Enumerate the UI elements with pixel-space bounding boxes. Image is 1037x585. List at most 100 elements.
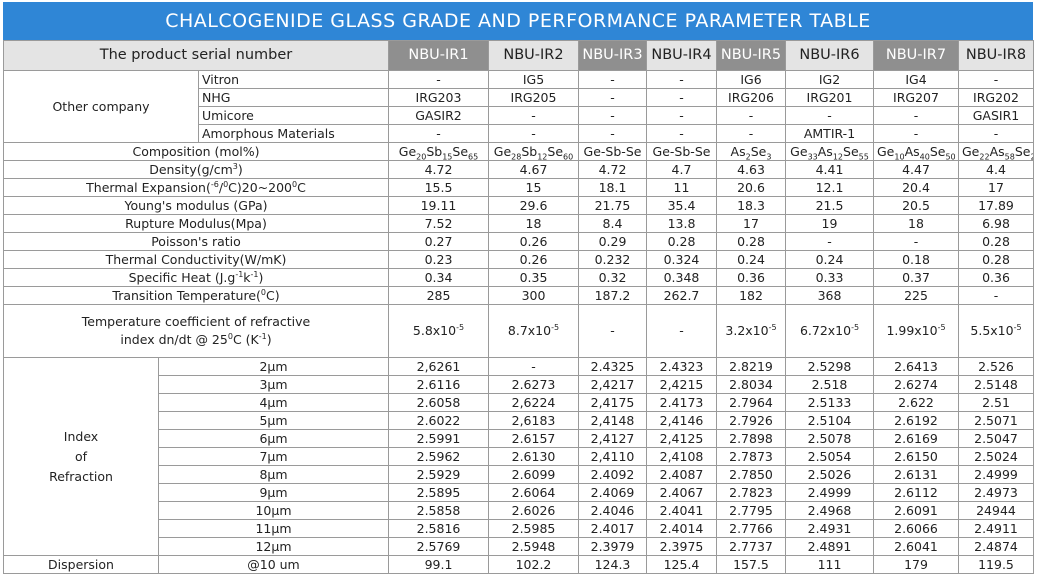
value-cell: 2.3975 <box>646 537 717 556</box>
value-cell: 2.4014 <box>646 519 717 538</box>
text-part: 1.99x10 <box>886 323 938 338</box>
text-part: C (K <box>232 332 259 347</box>
text-part: Se <box>843 144 859 159</box>
wavelength: 11μm <box>158 519 389 538</box>
table-row: 12μm 2.5769 2.5948 2.3979 2.3975 2.7737 2.4891… <box>4 537 1034 556</box>
value-cell: 0.232 <box>578 250 647 269</box>
value-cell: 2,4110 <box>578 447 647 466</box>
value-cell: 11 <box>646 178 717 197</box>
value-cell: Ge22As58Se20 <box>958 142 1034 161</box>
value-cell: 18.3 <box>716 196 786 215</box>
value-cell: - <box>646 88 717 107</box>
grade-header: NBU-IR5 <box>716 40 786 71</box>
text-part: k <box>243 270 251 285</box>
value-cell: 1.99x10-5 <box>873 304 959 358</box>
table-row: Transition Temperature(0C) 285 300 187.2 262… <box>3 286 1034 305</box>
value-cell: 0.28 <box>646 232 717 251</box>
text-part: 5.5x10 <box>970 323 1014 338</box>
value-cell: - <box>388 124 489 143</box>
value-cell: 2.7850 <box>716 465 786 484</box>
text-part: Se <box>452 144 469 159</box>
value-cell: - <box>873 124 959 143</box>
value-cell: 125.4 <box>646 555 717 574</box>
value-cell: 2.7823 <box>716 483 786 502</box>
value-cell: Ge-Sb-Se <box>578 142 647 161</box>
text-part: ) <box>237 162 243 177</box>
value-cell: 2.6026 <box>488 501 579 520</box>
value-cell: 2.6169 <box>873 429 959 448</box>
table-row: Amorphous Materials - - - - - AMTIR-1- - <box>4 124 1034 143</box>
script-text: -1 <box>235 269 244 279</box>
text-part: 8.7x10 <box>507 323 552 338</box>
table-row: 9μm 2.5895 2.6064 2.4069 2.4067 2.7823 2.4999 2… <box>4 483 1034 502</box>
value-cell: IRG202 <box>958 88 1034 107</box>
value-cell: Ge33As12Se55 <box>785 142 874 161</box>
value-cell: 6.98 <box>958 214 1034 233</box>
value-cell: 2.5054 <box>785 447 874 466</box>
table-row: 5μm 2.6022 2,6183 2,4148 2,4146 2.7926 2.5104 2… <box>4 411 1034 430</box>
value-cell: 0.24 <box>785 250 874 269</box>
value-cell: GASIR2 <box>388 106 489 125</box>
value-cell: 5.5x10-5 <box>958 304 1034 358</box>
value-cell: 0.324 <box>646 250 717 269</box>
company-name: NHG <box>198 88 389 107</box>
value-cell: 2.4999 <box>958 465 1034 484</box>
text-part: Sb <box>426 144 443 159</box>
wavelength: 12μm <box>158 537 389 556</box>
value-cell: 2.5962 <box>388 447 489 466</box>
value-cell: 2.7795 <box>716 501 786 520</box>
value-cell: 4.72 <box>388 160 489 179</box>
value-cell: 179 <box>873 555 959 574</box>
text-part: Ge <box>877 144 895 159</box>
value-cell: 2.5071 <box>958 411 1034 430</box>
value-cell: 225 <box>873 286 959 305</box>
value-cell: 13.8 <box>646 214 717 233</box>
value-cell: 29.6 <box>488 196 579 215</box>
value-cell: 17 <box>958 178 1034 197</box>
script-text: 15 <box>442 152 453 161</box>
value-cell: - <box>578 124 647 143</box>
table-row: 8μm 2.5929 2.6099 2.4092 2.4087 2.7850 2.5026 2… <box>4 465 1034 484</box>
text-part: Sb <box>521 144 538 159</box>
value-cell: IRG203 <box>388 88 489 107</box>
script-text: -6 <box>210 179 219 189</box>
text-part: index dn/dt @ 25 <box>120 332 228 347</box>
value-cell: 15.5 <box>388 178 489 197</box>
value-cell: - <box>646 106 717 125</box>
value-cell: 124.3 <box>578 555 647 574</box>
script-text: 55 <box>858 152 869 161</box>
script-text: 0 <box>260 287 266 297</box>
text-part: Transition Temperature( <box>112 288 261 303</box>
wavelength: 9μm <box>158 483 389 502</box>
value-cell: 285 <box>388 286 489 305</box>
value-cell: 20.6 <box>716 178 786 197</box>
text-part: Density(g/cm <box>149 162 233 177</box>
value-cell: 20.5 <box>873 196 959 215</box>
value-cell: - <box>488 124 579 143</box>
value-cell: 300 <box>488 286 579 305</box>
value-cell: - <box>785 232 874 251</box>
value-cell: 0.23 <box>388 250 489 269</box>
value-cell: 12.1 <box>785 178 874 197</box>
value-cell: 2,6261 <box>388 357 489 376</box>
value-cell: 8.4 <box>578 214 647 233</box>
value-cell: 2.6150 <box>873 447 959 466</box>
text-part: ) <box>258 270 264 285</box>
label-line: Index <box>63 428 99 444</box>
table-row: Other company Vitron - IG5- - IG6 IG2 IG4- <box>3 70 1034 143</box>
grade-header: NBU-IR3 <box>578 40 647 71</box>
value-cell: - <box>646 70 717 89</box>
value-cell: 2.5133 <box>785 393 874 412</box>
value-cell: 4.63 <box>716 160 786 179</box>
value-cell: 2.5991 <box>388 429 489 448</box>
script-text: 12 <box>832 152 844 161</box>
value-cell: 2.5948 <box>488 537 579 556</box>
table-row: Dispersion @10 um 99.1 102.2 124.3 125.4 157.5… <box>3 555 1034 574</box>
value-cell: 2.5047 <box>958 429 1034 448</box>
value-cell: - <box>958 124 1034 143</box>
value-cell: 0.33 <box>785 268 874 287</box>
value-cell: 4.67 <box>488 160 579 179</box>
value-cell: 2,4108 <box>646 447 717 466</box>
value-cell: 2,4127 <box>578 429 647 448</box>
value-cell: - <box>388 70 489 89</box>
